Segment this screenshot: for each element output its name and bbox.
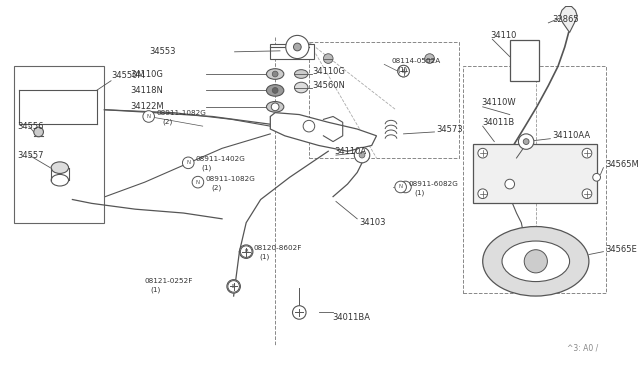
Text: (1): (1) — [260, 253, 270, 260]
Circle shape — [227, 280, 241, 293]
Text: 34573: 34573 — [436, 125, 463, 134]
Circle shape — [143, 111, 154, 122]
Circle shape — [505, 179, 515, 189]
Text: 34110W: 34110W — [482, 99, 516, 108]
Text: 34110G: 34110G — [312, 67, 345, 76]
Circle shape — [272, 71, 278, 77]
Bar — [463, 66, 606, 293]
Text: 34553: 34553 — [150, 47, 176, 56]
Circle shape — [593, 173, 600, 181]
Text: (1): (1) — [414, 189, 424, 196]
Circle shape — [425, 54, 435, 63]
Circle shape — [294, 43, 301, 51]
Text: (1): (1) — [202, 164, 212, 171]
Ellipse shape — [502, 241, 570, 282]
Ellipse shape — [266, 85, 284, 96]
Text: 08911-1402G: 08911-1402G — [196, 156, 246, 162]
Circle shape — [355, 147, 370, 163]
Text: (2): (2) — [211, 185, 221, 191]
Text: 34110A: 34110A — [334, 147, 366, 156]
Text: 34550M: 34550M — [111, 71, 145, 80]
Text: 34122M: 34122M — [131, 102, 164, 111]
Polygon shape — [560, 6, 577, 32]
Text: 34565M: 34565M — [605, 160, 639, 169]
Text: 32865: 32865 — [552, 16, 579, 25]
Text: B: B — [232, 284, 236, 289]
Circle shape — [397, 65, 410, 77]
Circle shape — [228, 280, 239, 292]
Circle shape — [399, 181, 412, 193]
Circle shape — [34, 127, 44, 137]
Text: 34110AA: 34110AA — [552, 131, 590, 140]
Circle shape — [239, 245, 253, 259]
Circle shape — [395, 181, 406, 193]
Ellipse shape — [483, 227, 589, 296]
Text: 34565E: 34565E — [605, 245, 637, 254]
Circle shape — [241, 246, 252, 257]
Ellipse shape — [266, 102, 284, 112]
Circle shape — [292, 306, 306, 319]
Circle shape — [582, 148, 592, 158]
Bar — [15, 66, 104, 223]
Text: 34560N: 34560N — [312, 81, 345, 90]
Ellipse shape — [294, 70, 308, 78]
Text: 34103: 34103 — [359, 218, 386, 227]
Text: N: N — [186, 160, 190, 165]
Text: (1): (1) — [150, 286, 161, 292]
Text: 34011BA: 34011BA — [332, 313, 370, 322]
Polygon shape — [270, 113, 376, 151]
Text: 08911-1082G: 08911-1082G — [205, 176, 255, 182]
Text: 08120-8602F: 08120-8602F — [254, 245, 302, 251]
Circle shape — [524, 139, 529, 144]
Text: 08121-0252F: 08121-0252F — [145, 278, 193, 283]
Bar — [473, 144, 596, 203]
Bar — [309, 42, 459, 158]
Text: N: N — [147, 114, 151, 119]
Circle shape — [518, 134, 534, 149]
Circle shape — [286, 35, 309, 58]
Text: ^3: A0 /: ^3: A0 / — [567, 344, 598, 353]
Circle shape — [272, 87, 278, 93]
Circle shape — [478, 148, 488, 158]
Circle shape — [182, 157, 194, 169]
Circle shape — [303, 121, 315, 132]
Text: 34011B: 34011B — [483, 118, 515, 127]
Text: 34110G: 34110G — [131, 70, 163, 78]
Circle shape — [271, 103, 279, 111]
Text: 08911-1082G: 08911-1082G — [156, 110, 206, 116]
Ellipse shape — [294, 82, 308, 93]
Circle shape — [524, 250, 547, 273]
Ellipse shape — [51, 162, 68, 173]
Ellipse shape — [51, 174, 68, 186]
Text: (1): (1) — [397, 67, 408, 73]
Text: 34118N: 34118N — [131, 86, 163, 95]
Text: (2): (2) — [162, 118, 172, 125]
Text: N: N — [196, 180, 200, 185]
Text: 08911-6082G: 08911-6082G — [408, 181, 458, 187]
Text: 34110: 34110 — [490, 31, 517, 40]
Bar — [509, 40, 539, 81]
Text: B: B — [402, 68, 405, 74]
Circle shape — [397, 65, 410, 77]
Circle shape — [192, 176, 204, 188]
Text: 34556: 34556 — [17, 122, 44, 131]
Circle shape — [582, 189, 592, 199]
Text: 34557: 34557 — [17, 151, 44, 160]
Ellipse shape — [266, 69, 284, 79]
Circle shape — [359, 152, 365, 158]
Text: N: N — [399, 185, 403, 189]
Text: B: B — [244, 249, 248, 254]
Bar — [270, 44, 314, 58]
Text: 08114-0502A: 08114-0502A — [392, 58, 441, 64]
Circle shape — [478, 189, 488, 199]
Circle shape — [323, 54, 333, 63]
